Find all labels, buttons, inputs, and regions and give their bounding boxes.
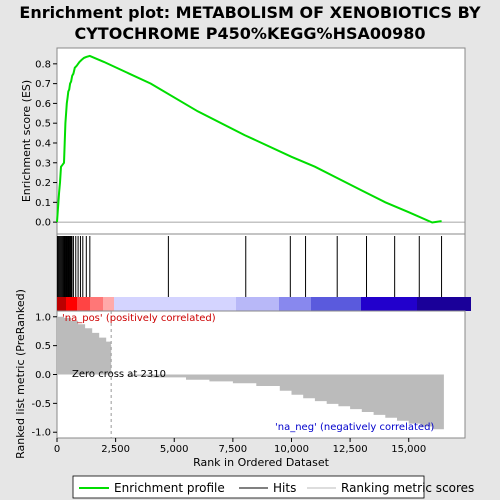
metric-y-ticks: -1.0 -0.5 0.0 0.5 1.0	[31, 312, 57, 439]
es-panel	[56, 47, 466, 235]
es-y-tick-label: 0.7	[35, 79, 51, 90]
es-y-tick-label: 0.2	[35, 178, 51, 189]
es-y-tick-label: 0.8	[35, 59, 51, 70]
band-segment	[103, 297, 114, 311]
enrichment-profile-line	[56, 54, 442, 224]
x-tick-label: 0	[54, 444, 60, 455]
band-segment	[90, 297, 103, 311]
neg-correlated-label: 'na_neg' (negatively correlated)	[275, 422, 434, 433]
metric-y-tick-label: 1.0	[35, 312, 51, 323]
legend-metric-label: Ranking metric scores	[341, 481, 474, 495]
x-tick-label: 12,500	[333, 444, 368, 455]
es-y-label: Enrichment score (ES)	[20, 80, 33, 202]
pos-correlated-label: 'na_pos' (positively correlated)	[62, 313, 216, 324]
band-segment	[417, 297, 471, 311]
hit-lines	[56, 236, 443, 297]
band-segment	[66, 297, 77, 311]
x-tick-label: 2,500	[101, 444, 130, 455]
title-line-2: CYTOCHROME P450%KEGG%HSA00980	[74, 24, 425, 43]
es-y-tick-label: 0.4	[35, 138, 51, 149]
x-tick-label: 15,000	[391, 444, 426, 455]
legend-hits-label: Hits	[273, 481, 296, 495]
metric-y-tick-label: 0.5	[35, 341, 51, 352]
band-segment	[279, 297, 311, 311]
metric-x-ticks: 0 2,500 5,000 7,500 10,000 12,500 15,000	[54, 438, 426, 455]
es-y-ticks: 0.0 0.1 0.2 0.3 0.4 0.5 0.6 0.7 0.8	[35, 59, 57, 229]
ranking-metric-area	[57, 316, 444, 433]
band-segment	[361, 297, 417, 311]
es-y-tick-label: 0.1	[35, 198, 51, 209]
legend-box	[72, 475, 425, 499]
metric-y-tick-label: 0.0	[35, 370, 51, 381]
band-segment	[77, 297, 90, 311]
band-segment	[57, 297, 66, 311]
band-segment	[236, 297, 279, 311]
es-y-tick-label: 0.0	[35, 218, 51, 229]
band-segment	[311, 297, 361, 311]
legend-enrichment-label: Enrichment profile	[114, 481, 225, 495]
metric-y-label: Ranked list metric (PreRanked)	[14, 289, 27, 459]
x-tick-label: 7,500	[219, 444, 248, 455]
metric-y-tick-label: -0.5	[31, 399, 51, 410]
x-axis-label: Rank in Ordered Dataset	[193, 456, 330, 469]
title-line-1: Enrichment plot: METABOLISM OF XENOBIOTI…	[19, 3, 481, 22]
band-segment	[114, 297, 236, 311]
x-tick-label: 5,000	[160, 444, 189, 455]
es-y-tick-label: 0.6	[35, 99, 51, 110]
zero-cross-label: Zero cross at 2310	[72, 369, 166, 380]
metric-y-tick-label: -1.0	[31, 428, 51, 439]
rank-color-band	[57, 297, 471, 311]
es-y-tick-label: 0.5	[35, 119, 51, 130]
x-tick-label: 10,000	[274, 444, 309, 455]
es-y-tick-label: 0.3	[35, 158, 51, 169]
